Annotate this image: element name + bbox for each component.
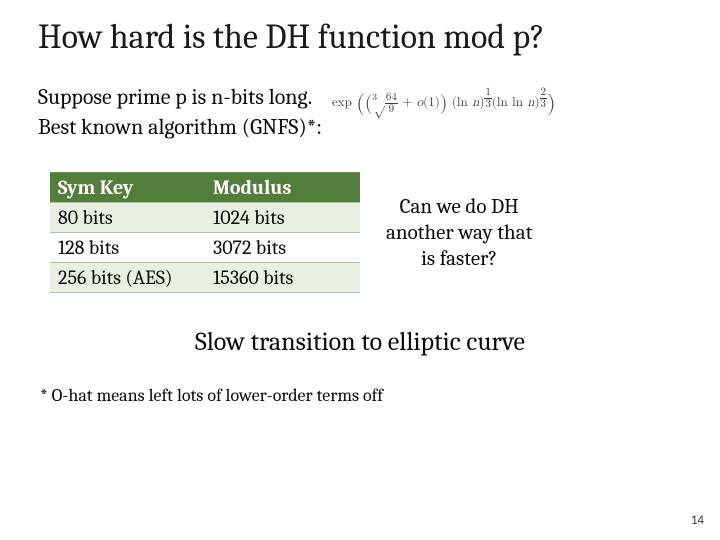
aside-line-1: Can we do DH bbox=[400, 195, 519, 219]
table-row: 80 bits 1024 bits bbox=[50, 203, 360, 233]
aside-line-2: another way that bbox=[386, 221, 532, 245]
table-cell: 1024 bits bbox=[205, 203, 360, 233]
table-cell: 256 bits (AES) bbox=[50, 263, 205, 293]
key-modulus-table: Sym Key Modulus 80 bits 1024 bits 128 bi… bbox=[50, 172, 360, 293]
intro-line-1: Suppose prime p is n-bits long. bbox=[38, 84, 312, 110]
table-header-row: Sym Key Modulus bbox=[50, 173, 360, 203]
page-number: 14 bbox=[691, 513, 704, 528]
table-cell: 80 bits bbox=[50, 203, 205, 233]
table-cell: 128 bits bbox=[50, 233, 205, 263]
mid-row: Sym Key Modulus 80 bits 1024 bits 128 bi… bbox=[50, 172, 682, 293]
table-cell: 3072 bits bbox=[205, 233, 360, 263]
table-header-modulus: Modulus bbox=[205, 173, 360, 203]
gnfs-formula: exp ((3√649 + o(1)) (ln n)13(ln ln n)23) bbox=[332, 83, 556, 117]
aside-question: Can we do DH another way that is faster? bbox=[386, 194, 532, 273]
footnote-text: * O-hat means left lots of lower-order t… bbox=[40, 385, 682, 406]
aside-line-3: is faster? bbox=[421, 247, 497, 271]
table-row: 256 bits (AES) 15360 bits bbox=[50, 263, 360, 293]
table-row: 128 bits 3072 bits bbox=[50, 233, 360, 263]
table-header-symkey: Sym Key bbox=[50, 173, 205, 203]
conclusion-text: Slow transition to elliptic curve bbox=[38, 327, 682, 357]
intro-block: Suppose prime p is n-bits long. Best kno… bbox=[38, 83, 682, 142]
page-title: How hard is the DH function mod p? bbox=[38, 18, 682, 57]
intro-text: Suppose prime p is n-bits long. Best kno… bbox=[38, 83, 322, 142]
table-cell: 15360 bits bbox=[205, 263, 360, 293]
intro-line-2: Best known algorithm (GNFS)*: bbox=[38, 114, 322, 140]
